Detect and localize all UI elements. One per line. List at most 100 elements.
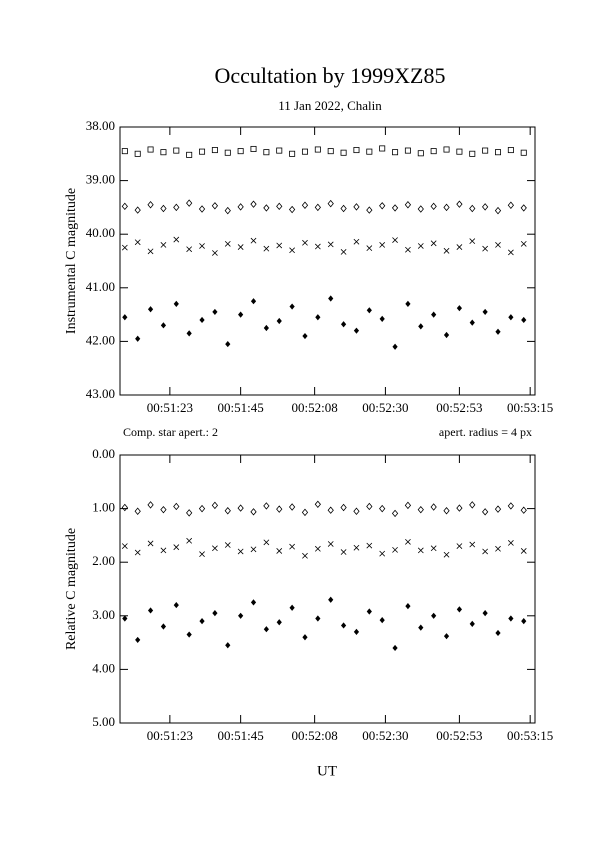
- point: [134, 549, 141, 556]
- point: [418, 624, 424, 631]
- x-tick-label: 00:51:23: [147, 728, 193, 743]
- point: [405, 603, 411, 610]
- point: [469, 620, 475, 627]
- point: [417, 205, 424, 213]
- point: [417, 505, 424, 514]
- point: [212, 308, 218, 316]
- point: [456, 148, 463, 155]
- point: [314, 545, 321, 552]
- point: [340, 249, 347, 255]
- point: [521, 618, 527, 625]
- x-tick-label: 00:53:15: [507, 728, 553, 743]
- point: [340, 549, 347, 555]
- point: [301, 508, 309, 517]
- point: [340, 622, 347, 629]
- y-tick-label: 1.00: [92, 500, 115, 515]
- point: [340, 321, 347, 328]
- point: [391, 509, 399, 518]
- point: [405, 300, 411, 307]
- x-tick-label: 00:52:08: [292, 728, 338, 743]
- point: [224, 507, 231, 515]
- point: [443, 247, 450, 254]
- point: [289, 247, 295, 254]
- point: [121, 244, 128, 251]
- point: [353, 327, 360, 334]
- point: [302, 332, 308, 340]
- point: [211, 202, 219, 210]
- point: [237, 548, 244, 555]
- point: [353, 147, 360, 154]
- y-tick-label: 39.00: [86, 172, 115, 187]
- point: [379, 550, 386, 557]
- point: [147, 306, 154, 313]
- y-tick-label: 2.00: [92, 553, 115, 568]
- point: [327, 148, 334, 155]
- point: [211, 501, 219, 510]
- point: [520, 240, 527, 247]
- point: [379, 202, 386, 210]
- point: [469, 204, 476, 213]
- point: [276, 505, 283, 513]
- point: [289, 604, 295, 611]
- point: [328, 596, 334, 603]
- point: [353, 507, 360, 516]
- point: [404, 501, 412, 510]
- point: [147, 146, 154, 153]
- point: [443, 551, 450, 558]
- point: [160, 322, 167, 329]
- point: [340, 503, 347, 512]
- point: [340, 149, 347, 156]
- point: [225, 642, 231, 649]
- y-tick-label: 0.00: [92, 446, 115, 461]
- point: [366, 148, 373, 155]
- point: [469, 541, 476, 548]
- y-tick-label: 43.00: [86, 386, 115, 401]
- point: [507, 201, 514, 209]
- point: [430, 240, 437, 247]
- point: [147, 540, 154, 547]
- point: [456, 504, 463, 512]
- point: [186, 151, 193, 158]
- point: [379, 504, 386, 513]
- x-tick-label: 00:52:08: [292, 400, 338, 415]
- point: [507, 249, 514, 256]
- point: [301, 201, 309, 209]
- point: [327, 241, 334, 248]
- point: [121, 148, 128, 155]
- point: [122, 615, 128, 622]
- point: [379, 145, 386, 152]
- x-tick-label: 00:52:30: [362, 400, 408, 415]
- point: [199, 243, 205, 249]
- point: [366, 307, 372, 314]
- point: [263, 204, 270, 212]
- chart-subtitle: 11 Jan 2022, Chalin: [278, 98, 382, 113]
- point: [237, 244, 244, 250]
- point: [495, 629, 501, 637]
- point: [199, 316, 205, 324]
- point: [160, 204, 167, 213]
- point: [392, 644, 398, 652]
- point: [198, 205, 206, 213]
- point: [431, 612, 437, 619]
- point: [276, 548, 283, 554]
- y-tick-label: 3.00: [92, 607, 115, 622]
- point: [520, 506, 527, 514]
- point: [173, 236, 180, 243]
- point: [160, 505, 167, 514]
- point: [379, 616, 385, 624]
- point: [224, 149, 231, 156]
- point: [147, 200, 154, 209]
- point: [289, 543, 295, 550]
- point: [405, 538, 411, 545]
- point: [494, 505, 502, 513]
- point: [315, 615, 321, 622]
- point: [160, 623, 167, 630]
- point: [250, 298, 257, 305]
- annotation: Comp. star apert.: 2: [123, 425, 218, 439]
- point: [135, 636, 141, 644]
- y-axis-label: Relative C magnitude: [64, 528, 79, 650]
- point: [224, 206, 231, 215]
- x-tick-label: 00:52:30: [362, 728, 408, 743]
